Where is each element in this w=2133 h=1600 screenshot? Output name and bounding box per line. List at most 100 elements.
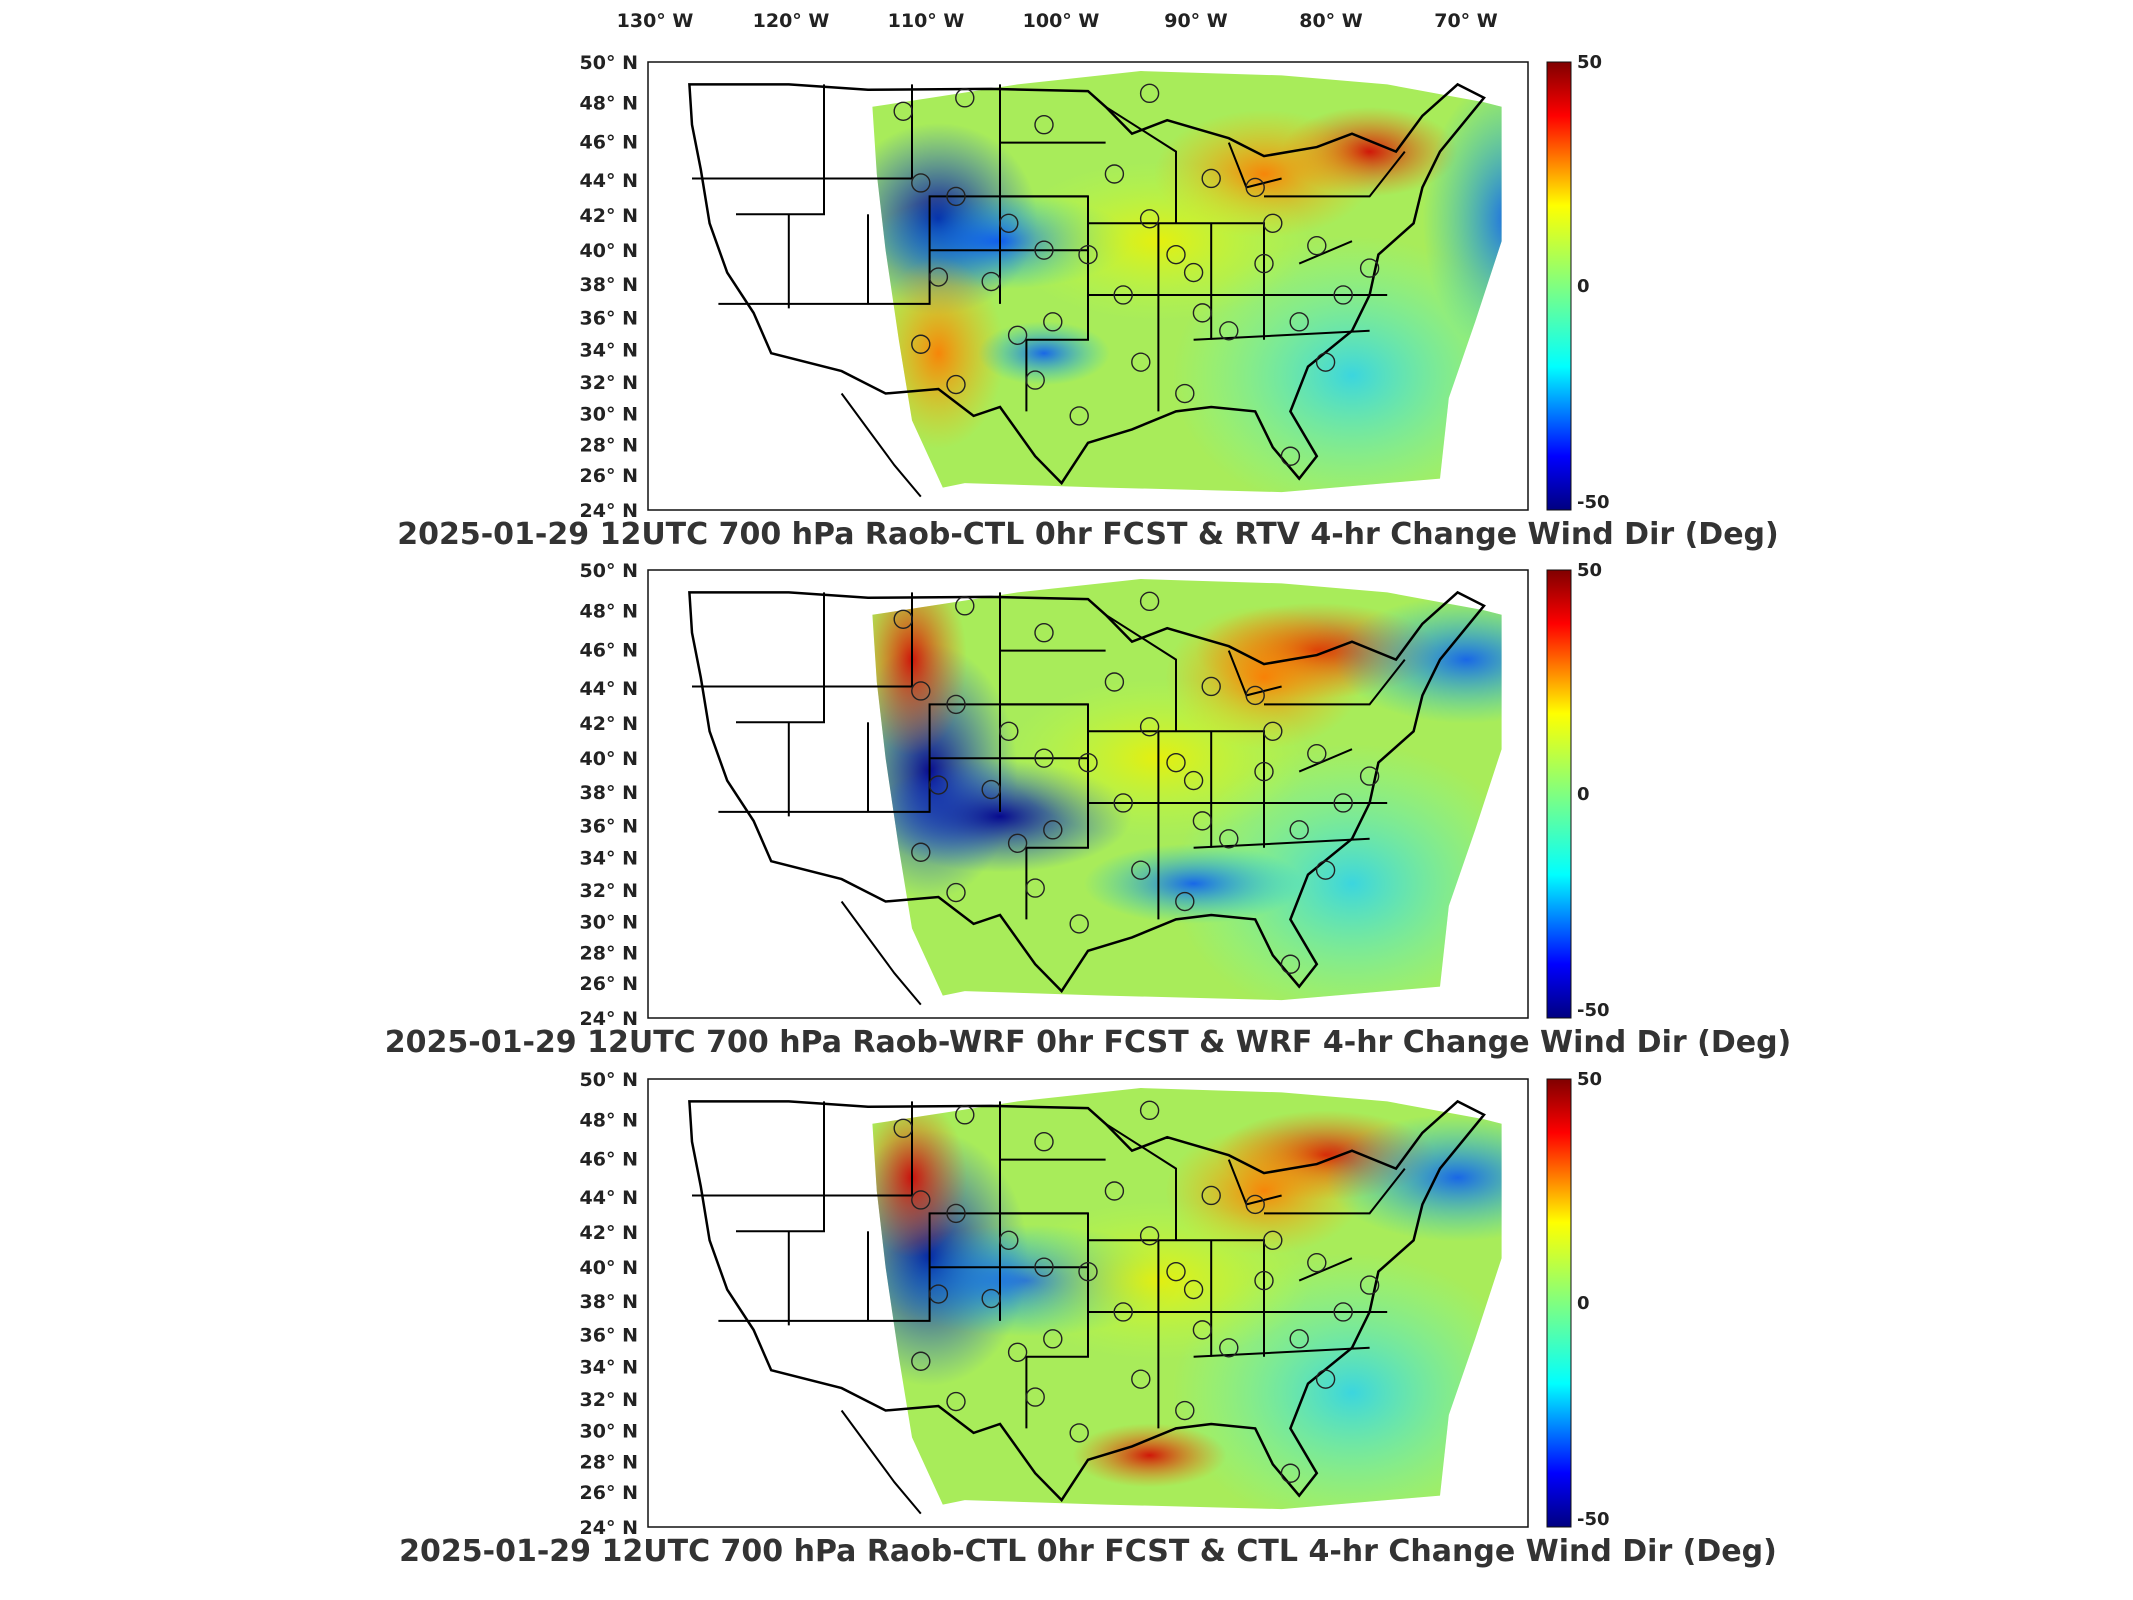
raob-station-marker bbox=[1201, 1185, 1221, 1206]
lon-tick-label: 100° W bbox=[1023, 10, 1100, 32]
raob-station-marker bbox=[999, 721, 1019, 741]
lon-tick-label: 70° W bbox=[1434, 10, 1498, 32]
wind-direction-field bbox=[872, 71, 1502, 493]
raob-station-marker bbox=[1007, 325, 1028, 345]
raob-station-marker bbox=[955, 88, 975, 108]
lat-tick-label: 32° N bbox=[580, 372, 638, 394]
raob-station-marker bbox=[1359, 1275, 1380, 1295]
state-boundary bbox=[1264, 150, 1406, 198]
raob-station-marker bbox=[1007, 1342, 1028, 1362]
map-panel: 50° N 48° N 46° N 44° N 42° N 40° N 38° N 36° N… bbox=[397, 52, 1779, 552]
raob-station-marker bbox=[928, 1284, 949, 1304]
lat-tick-label: 42° N bbox=[580, 205, 638, 227]
raob-station-marker bbox=[1104, 164, 1125, 184]
raob-station-marker bbox=[1254, 253, 1274, 274]
raob-station-marker bbox=[1175, 891, 1195, 912]
raob-station-marker bbox=[1263, 213, 1283, 233]
raob-station-marker bbox=[981, 271, 1001, 292]
lat-tick-label: 26° N bbox=[580, 1482, 638, 1504]
map-panel: 50° N 48° N 46° N 44° N 42° N 40° N 38° N 36° N… bbox=[385, 560, 1792, 1060]
raob-station-marker bbox=[1254, 761, 1274, 782]
raob-station-marker bbox=[1007, 833, 1028, 853]
raob-station-marker bbox=[1315, 352, 1336, 372]
lon-tick-label: 80° W bbox=[1299, 10, 1363, 32]
lat-tick-label: 30° N bbox=[580, 1421, 638, 1443]
lat-tick-label: 48° N bbox=[580, 600, 638, 622]
lat-tick-label: 50° N bbox=[580, 560, 638, 582]
raob-station-marker bbox=[1078, 244, 1098, 265]
raob-station-marker bbox=[1104, 1181, 1125, 1201]
lat-tick-label: 46° N bbox=[580, 1148, 638, 1170]
lat-tick-label: 48° N bbox=[580, 92, 638, 114]
colorbar-tick-label: 50 bbox=[1577, 1069, 1602, 1090]
raob-station-marker bbox=[1289, 312, 1309, 332]
raob-station-marker bbox=[1289, 820, 1309, 840]
raob-station-marker bbox=[955, 1105, 975, 1125]
map-frame bbox=[647, 1078, 1529, 1528]
lat-tick-label: 42° N bbox=[580, 1222, 638, 1244]
raob-station-marker bbox=[1069, 1423, 1089, 1443]
state-boundary bbox=[736, 84, 825, 216]
raob-station-marker bbox=[946, 1391, 966, 1412]
colorbar-tick-label: 0 bbox=[1577, 1293, 1590, 1314]
lat-tick-label: 36° N bbox=[580, 815, 638, 837]
raob-station-marker bbox=[946, 882, 966, 903]
lat-tick-label: 40° N bbox=[580, 1257, 638, 1279]
map-frame bbox=[647, 569, 1529, 1019]
raob-station-marker bbox=[1175, 1400, 1195, 1421]
lat-tick-label: 28° N bbox=[580, 435, 638, 457]
raob-station-marker bbox=[1043, 820, 1063, 840]
lat-tick-label: 42° N bbox=[580, 713, 638, 735]
raob-station-marker bbox=[1034, 1257, 1054, 1277]
lat-tick-label: 34° N bbox=[580, 340, 638, 362]
state-boundary bbox=[1105, 105, 1177, 224]
coastline bbox=[688, 82, 1486, 486]
raob-station-marker bbox=[1069, 406, 1089, 426]
raob-station-marker bbox=[1307, 1252, 1327, 1273]
lat-tick-label: 36° N bbox=[580, 307, 638, 329]
raob-station-marker bbox=[911, 334, 931, 354]
raob-station-marker bbox=[999, 1230, 1019, 1250]
colorbar-tick-label: -50 bbox=[1577, 1509, 1610, 1530]
raob-station-marker bbox=[1245, 685, 1265, 706]
raob-station-marker bbox=[1166, 244, 1186, 265]
raob-station-marker bbox=[1131, 1369, 1151, 1389]
lat-tick-label: 46° N bbox=[580, 639, 638, 661]
lon-tick-label: 120° W bbox=[753, 10, 830, 32]
raob-station-marker bbox=[1139, 1226, 1160, 1246]
raob-station-marker bbox=[1289, 1329, 1309, 1349]
lat-tick-label: 44° N bbox=[580, 1187, 638, 1209]
raob-station-marker bbox=[1183, 1279, 1204, 1300]
raob-station-marker bbox=[1043, 1329, 1063, 1349]
lat-tick-label: 38° N bbox=[580, 1291, 638, 1313]
colorbar bbox=[1546, 1078, 1572, 1528]
raob-station-marker bbox=[955, 596, 975, 616]
raob-station-marker bbox=[1175, 383, 1195, 404]
lon-tick-label: 90° W bbox=[1164, 10, 1228, 32]
raob-station-marker bbox=[1192, 303, 1213, 323]
raob-station-marker bbox=[1078, 1261, 1098, 1282]
raob-station-marker bbox=[1034, 748, 1054, 768]
colorbar-tick-label: 0 bbox=[1577, 276, 1590, 297]
state-boundary bbox=[692, 592, 913, 688]
raob-station-marker bbox=[1183, 770, 1204, 791]
raob-station-marker bbox=[1078, 752, 1098, 773]
state-boundary bbox=[736, 592, 825, 724]
panel-title: 2025-01-29 12UTC 700 hPa Raob-WRF 0hr FC… bbox=[385, 1025, 1792, 1060]
raob-station-marker bbox=[1254, 1270, 1274, 1291]
lat-tick-label: 40° N bbox=[580, 748, 638, 770]
raob-station-marker bbox=[1280, 446, 1301, 466]
raob-station-marker bbox=[1315, 860, 1336, 880]
raob-station-marker bbox=[1315, 1369, 1336, 1389]
raob-station-marker bbox=[946, 1203, 966, 1224]
state-boundary bbox=[692, 84, 913, 180]
raob-station-marker bbox=[1333, 1302, 1353, 1322]
lat-tick-label: 38° N bbox=[580, 782, 638, 804]
raob-station-marker bbox=[1025, 878, 1045, 898]
panel-title: 2025-01-29 12UTC 700 hPa Raob-CTL 0hr FC… bbox=[397, 517, 1779, 552]
lon-tick-label: 110° W bbox=[888, 10, 965, 32]
lat-tick-label: 24° N bbox=[580, 1008, 638, 1030]
raob-station-marker bbox=[1113, 793, 1133, 813]
raob-station-marker bbox=[1034, 623, 1054, 643]
lat-tick-label: 24° N bbox=[580, 1517, 638, 1539]
